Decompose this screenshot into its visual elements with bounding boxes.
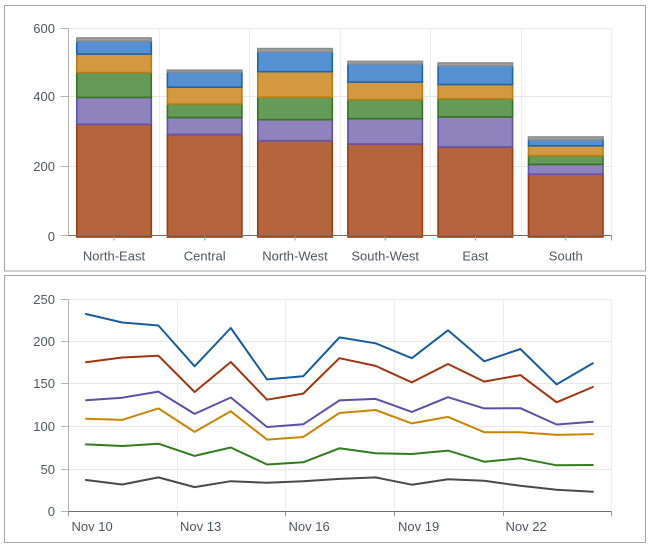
svg-text:South: South xyxy=(549,249,583,264)
svg-text:South-West: South-West xyxy=(351,249,419,264)
svg-text:Nov 10: Nov 10 xyxy=(72,519,113,534)
svg-text:0: 0 xyxy=(48,229,55,244)
svg-text:200: 200 xyxy=(33,334,55,349)
svg-text:Nov 13: Nov 13 xyxy=(180,519,221,534)
svg-text:Central: Central xyxy=(184,249,226,264)
svg-text:North-East: North-East xyxy=(83,249,146,264)
svg-text:150: 150 xyxy=(33,376,55,391)
svg-text:Nov 19: Nov 19 xyxy=(398,519,439,534)
svg-text:250: 250 xyxy=(33,292,55,307)
svg-text:50: 50 xyxy=(41,462,55,477)
svg-text:East: East xyxy=(462,249,488,264)
svg-text:Nov 22: Nov 22 xyxy=(506,519,547,534)
svg-text:200: 200 xyxy=(33,159,55,174)
svg-text:0: 0 xyxy=(48,504,55,519)
svg-text:Nov 16: Nov 16 xyxy=(289,519,330,534)
svg-text:100: 100 xyxy=(33,419,55,434)
svg-text:600: 600 xyxy=(33,21,55,36)
svg-text:400: 400 xyxy=(33,89,55,104)
svg-text:North-West: North-West xyxy=(262,249,328,264)
